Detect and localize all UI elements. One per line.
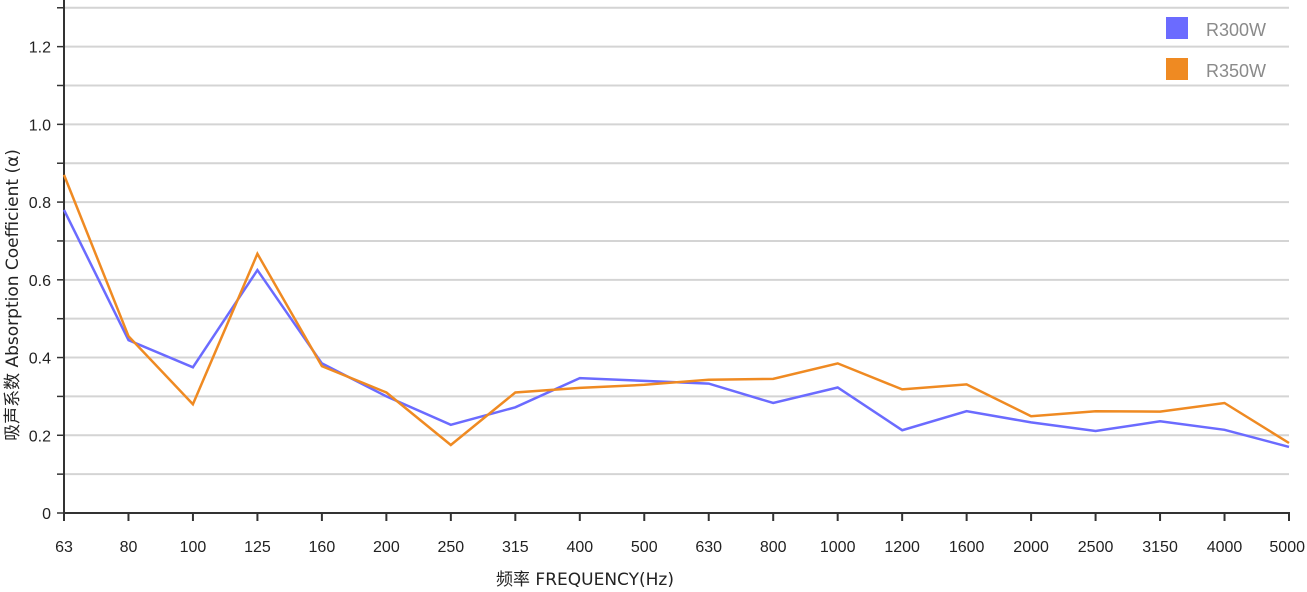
legend-swatch: [1166, 17, 1188, 39]
y-tick-label: 0.2: [29, 428, 51, 445]
x-tick-label: 400: [566, 539, 593, 556]
x-tick-label: 250: [437, 539, 464, 556]
legend: R300W R350W: [1166, 17, 1266, 81]
y-tick-label: 0.4: [29, 351, 51, 368]
x-tick-label: 160: [309, 539, 336, 556]
x-tick-label: 80: [120, 539, 138, 556]
x-tick-label: 4000: [1207, 539, 1243, 556]
x-tick-label: 1000: [820, 539, 856, 556]
x-tick-labels: 63 80 100 125 160 200 250 315 400 500 630 800 1000 12…: [55, 539, 1305, 556]
x-tick-label: 2000: [1013, 539, 1049, 556]
axes: [57, 0, 1290, 521]
x-tick-label: 1600: [949, 539, 985, 556]
x-tick-label: 2500: [1078, 539, 1114, 556]
legend-label: R350W: [1206, 61, 1266, 81]
x-tick-label: 630: [695, 539, 722, 556]
series-line-r350w: [62, 174, 1290, 447]
legend-label: R300W: [1206, 20, 1266, 40]
x-tick-label: 100: [180, 539, 207, 556]
x-tick-label: 125: [244, 539, 271, 556]
y-tick-label: 0.6: [29, 273, 51, 290]
x-tick-label: 63: [55, 539, 73, 556]
y-tick-label: 1.2: [29, 40, 51, 57]
y-tick-label: 0: [42, 506, 51, 523]
y-tick-label: 0.8: [29, 195, 51, 212]
y-axis-title: 吸声系数 Absorption Coefficient (α): [3, 149, 23, 441]
x-tick-label: 500: [631, 539, 658, 556]
x-tick-label: 5000: [1269, 539, 1305, 556]
series-lines: [62, 174, 1290, 449]
x-tick-label: 315: [502, 539, 529, 556]
y-tick-labels: 0 0.2 0.4 0.6 0.8 1.0 1.2: [29, 40, 51, 523]
x-tick-label: 3150: [1142, 539, 1178, 556]
grid-lines: [64, 6, 1289, 476]
x-axis-title: 频率 FREQUENCY(Hz): [496, 570, 674, 590]
y-tick-label: 1.0: [29, 117, 51, 134]
legend-swatch: [1166, 58, 1188, 80]
x-tick-label: 200: [373, 539, 400, 556]
x-tick-label: 800: [760, 539, 787, 556]
x-tick-label: 1200: [884, 539, 920, 556]
